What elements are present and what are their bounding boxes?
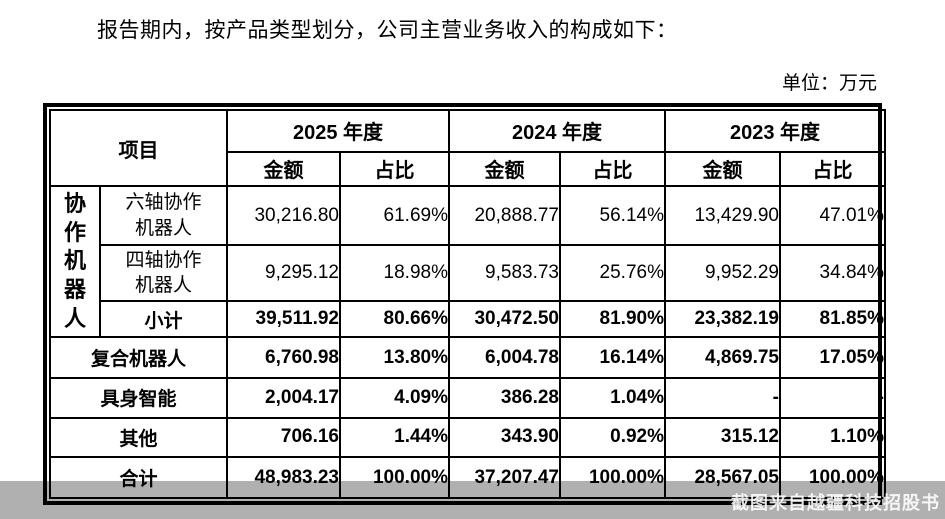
watermark-bar: 截图来自越疆科技招股书 — [0, 481, 945, 519]
cell-value: 6,760.98 — [226, 336, 341, 379]
watermark-text: 截图来自越疆科技招股书 — [731, 493, 940, 513]
cell-value: 13.80% — [339, 336, 450, 379]
cell-value: 9,295.12 — [226, 244, 341, 303]
cell-value: 30,472.50 — [448, 300, 561, 339]
cell-value: 47.01% — [779, 185, 886, 247]
cell-value: 34.84% — [779, 244, 886, 303]
group-label-collaborative-robot: 协作机器人 — [49, 185, 101, 339]
table-row-composite-robot: 复合机器人 6,760.98 13.80% 6,004.78 16.14% 4,… — [49, 336, 886, 379]
row-label: 六轴协作机器人 — [99, 185, 228, 247]
cell-value: 100.00% — [339, 456, 450, 499]
cell-value: 100.00% — [779, 456, 886, 499]
header-row-measures: 金额 占比 金额 占比 金额 占比 — [50, 150, 886, 188]
header-year-2024: 2024 年度 — [448, 109, 666, 153]
cell-value: 1.10% — [779, 416, 886, 459]
header-ratio-2024: 占比 — [559, 150, 666, 188]
cell-value: 16.14% — [559, 336, 666, 379]
cell-value: 56.14% — [559, 185, 666, 247]
cell-value: 386.28 — [448, 377, 561, 419]
cell-value: 17.05% — [779, 336, 886, 379]
cell-value: 343.90 — [448, 416, 561, 459]
header-amount-2025: 金额 — [226, 150, 341, 188]
header-ratio-2025: 占比 — [339, 150, 450, 188]
intro-text: 报告期内，按产品类型划分，公司主营业务收入的构成如下： — [97, 18, 678, 42]
cell-value: 9,583.73 — [448, 244, 561, 303]
cell-value: 2,004.17 — [226, 377, 341, 419]
cell-value: 28,567.05 — [664, 456, 781, 499]
cell-value: 23,382.19 — [664, 300, 781, 339]
row-label: 复合机器人 — [49, 336, 228, 379]
cell-value: 80.66% — [339, 300, 450, 339]
cell-value: 315.12 — [664, 416, 781, 459]
table-row-subtotal: 小计 39,511.92 80.66% 30,472.50 81.90% 23,… — [50, 300, 886, 339]
group-label-text: 协作机器人 — [63, 191, 86, 331]
row-label: 具身智能 — [49, 377, 228, 419]
cell-value: 13,429.90 — [664, 185, 781, 247]
header-amount-2024: 金额 — [448, 150, 561, 188]
cell-value: 20,888.77 — [448, 185, 561, 247]
cell-value: 9,952.29 — [664, 244, 781, 303]
cell-value: 25.76% — [559, 244, 666, 303]
header-amount-2023: 金额 — [664, 150, 781, 188]
cell-value: 48,983.23 — [226, 456, 341, 499]
cell-value: 81.90% — [559, 300, 666, 339]
row-label: 其他 — [49, 416, 228, 459]
cell-value: 0.92% — [559, 416, 666, 459]
cell-value: 6,004.78 — [448, 336, 561, 379]
cell-value: 4.09% — [339, 377, 450, 419]
header-year-2025: 2025 年度 — [226, 109, 450, 153]
cell-value: 39,511.92 — [226, 300, 341, 339]
cell-value: 100.00% — [559, 456, 666, 499]
revenue-table-frame: 项目 2025 年度 2024 年度 2023 年度 金额 占比 金额 占比 金… — [43, 103, 886, 505]
cell-value: 81.85% — [779, 300, 886, 339]
table-row-other: 其他 706.16 1.44% 343.90 0.92% 315.12 1.10… — [49, 416, 886, 459]
cell-value: 706.16 — [226, 416, 341, 459]
cell-value: 18.98% — [339, 244, 450, 303]
cell-value: 37,207.47 — [448, 456, 561, 499]
cell-value: 1.04% — [559, 377, 666, 419]
table-row-four-axis: 四轴协作机器人 9,295.12 18.98% 9,583.73 25.76% … — [50, 244, 886, 303]
row-label: 小计 — [99, 300, 228, 339]
table-row-six-axis: 协作机器人 六轴协作机器人 30,216.80 61.69% 20,888.77… — [49, 185, 886, 339]
cell-value: 4,869.75 — [664, 336, 781, 379]
header-row-years: 项目 2025 年度 2024 年度 2023 年度 — [49, 108, 886, 188]
cell-value: - — [779, 377, 886, 419]
header-item: 项目 — [49, 108, 228, 188]
cell-value: 30,216.80 — [226, 185, 341, 247]
row-label: 合计 — [49, 456, 228, 499]
row-label: 四轴协作机器人 — [99, 244, 228, 303]
unit-label: 单位：万元 — [781, 73, 877, 94]
header-year-2023: 2023 年度 — [664, 109, 886, 153]
table-row-total: 合计 48,983.23 100.00% 37,207.47 100.00% 2… — [49, 456, 886, 499]
cell-value: 1.44% — [339, 416, 450, 459]
cell-value: - — [664, 377, 781, 419]
table-row-embodied-ai: 具身智能 2,004.17 4.09% 386.28 1.04% - - — [49, 377, 886, 419]
revenue-table: 项目 2025 年度 2024 年度 2023 年度 金额 占比 金额 占比 金… — [49, 108, 886, 499]
header-ratio-2023: 占比 — [779, 150, 886, 188]
cell-value: 61.69% — [339, 185, 450, 247]
